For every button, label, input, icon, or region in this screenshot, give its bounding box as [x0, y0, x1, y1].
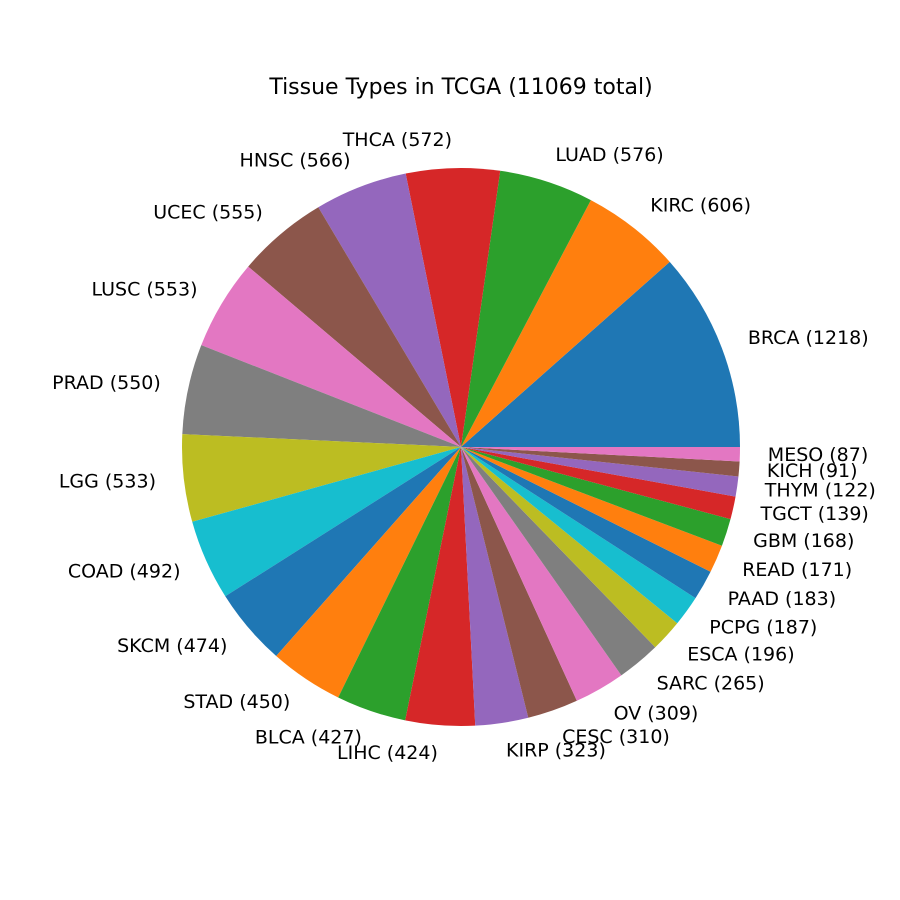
pie-slice-stad: [276, 447, 461, 698]
pie-slice-brca: [461, 261, 740, 447]
slice-label-pcpg: PCPG (187): [709, 616, 817, 638]
pie-slice-thca: [405, 167, 501, 447]
slice-label-lgg: LGG (533): [59, 471, 156, 493]
slice-label-thym: THYM (122): [764, 480, 876, 502]
slice-label-ucec: UCEC (555): [153, 202, 263, 224]
slice-label-gbm: GBM (168): [753, 530, 854, 552]
pie-slice-prad: [182, 345, 461, 447]
pie-slice-meso: [461, 447, 740, 462]
chart-title: Tissue Types in TCGA (11069 total): [268, 75, 652, 100]
slice-label-prad: PRAD (550): [52, 372, 161, 394]
slice-label-kirc: KIRC (606): [650, 194, 751, 216]
pie-slice-kich: [461, 447, 740, 477]
pie-slice-skcm: [225, 447, 461, 657]
slice-label-ov: OV (309): [614, 702, 699, 724]
slice-label-thca: THCA (572): [342, 129, 452, 151]
slice-label-lihc: LIHC (424): [337, 742, 438, 764]
slice-label-luad: LUAD (576): [555, 144, 663, 166]
slice-label-meso: MESO (87): [768, 444, 868, 466]
slice-label-cesc: CESC (310): [562, 726, 670, 748]
pie-slice-kirp: [461, 447, 529, 726]
slice-label-esca: ESCA (196): [687, 644, 794, 666]
pie-slice-lgg: [181, 434, 461, 522]
pie-slice-kirc: [461, 200, 670, 447]
pie-slice-lusc: [201, 266, 461, 447]
slice-label-stad: STAD (450): [183, 691, 290, 713]
pie-slice-lihc: [405, 447, 476, 726]
slice-label-sarc: SARC (265): [657, 673, 765, 695]
pie-slice-thym: [461, 447, 739, 497]
slice-label-paad: PAAD (183): [728, 588, 837, 610]
slice-label-coad: COAD (492): [68, 561, 181, 583]
pie-slice-gbm: [461, 447, 731, 546]
slice-label-skcm: SKCM (474): [117, 635, 227, 657]
pie-slices: [181, 167, 740, 726]
pie-slice-blca: [338, 447, 461, 721]
slice-label-read: READ (171): [742, 559, 852, 581]
slice-label-brca: BRCA (1218): [748, 327, 869, 349]
pie-slice-paad: [461, 447, 711, 599]
slice-label-kirp: KIRP (323): [506, 740, 606, 762]
pie-slice-ucec: [248, 207, 461, 447]
pie-slice-sarc: [461, 447, 656, 676]
slice-label-tgct: TGCT (139): [760, 503, 869, 525]
pie-slice-hnsc: [318, 173, 461, 447]
pie-slice-tgct: [461, 447, 736, 520]
slice-label-blca: BLCA (427): [255, 727, 362, 749]
pie-slice-luad: [461, 170, 591, 447]
slice-label-kich: KICH (91): [767, 460, 858, 482]
slice-label-hnsc: HNSC (566): [240, 150, 351, 172]
slice-labels: BRCA (1218) KIRC (606) LUAD (576) THCA (572…: [52, 129, 876, 764]
pie-slice-ov: [461, 447, 622, 701]
pie-slice-coad: [192, 447, 461, 597]
pie-slice-cesc: [461, 447, 577, 718]
pie-slice-read: [461, 447, 722, 572]
slice-label-lusc: LUSC (553): [91, 279, 197, 301]
pie-slice-esca: [461, 447, 678, 648]
pie-slice-pcpg: [461, 447, 696, 624]
